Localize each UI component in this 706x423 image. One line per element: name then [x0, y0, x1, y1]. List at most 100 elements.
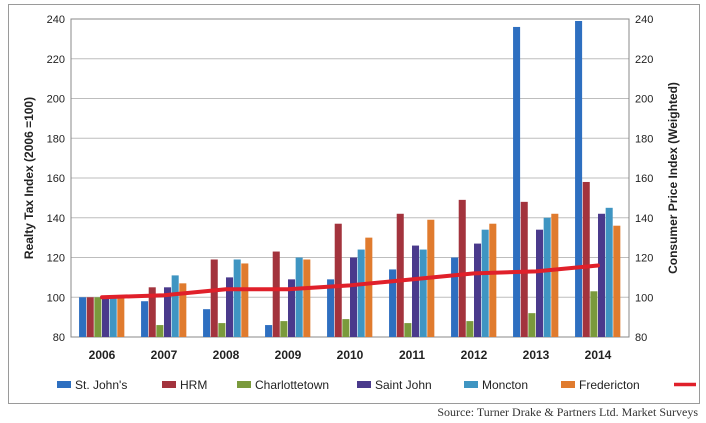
- y2-tick-label: 220: [635, 54, 653, 66]
- bar: [520, 201, 528, 337]
- bar: [334, 223, 342, 337]
- y2-tick-label: 160: [635, 173, 653, 185]
- y-tick-label: 140: [47, 213, 65, 225]
- bar: [396, 213, 404, 337]
- bar: [451, 257, 459, 337]
- y-axis-label: Realty Tax Index (2006 =100): [22, 97, 36, 259]
- bar: [513, 26, 521, 337]
- bar: [210, 259, 218, 337]
- y-tick-label: 240: [47, 14, 65, 26]
- legend: St. John's HRM Charlottetown Saint John Monc…: [57, 378, 696, 392]
- y-tick-label: 220: [47, 54, 65, 66]
- legend-item: Moncton: [464, 378, 528, 392]
- chart-frame: 80 100 120 140 160 180 200 220 240 80 100 120 140 16…: [8, 4, 700, 404]
- legend-swatch: [357, 381, 371, 388]
- legend-item: HRM: [162, 378, 207, 392]
- bar: [156, 325, 164, 337]
- bar: [288, 279, 296, 337]
- source-note: Source: Turner Drake & Partners Ltd. Mar…: [437, 405, 698, 419]
- legend-swatch: [57, 381, 71, 388]
- legend-label: Fredericton: [579, 378, 640, 392]
- bar: [226, 277, 234, 338]
- y-tick-label: 100: [47, 292, 65, 304]
- bar: [117, 297, 125, 337]
- x-tick-label: 2012: [461, 348, 488, 362]
- bar: [404, 323, 412, 337]
- x-tick-label: 2011: [399, 348, 425, 362]
- y-tick-label: 180: [47, 133, 65, 145]
- bar: [551, 213, 559, 337]
- bar: [481, 229, 489, 337]
- y-tick-label: 200: [47, 94, 65, 106]
- x-axis-ticks: 2006 2007 2008 2009 2010 2011 2012 2013 2014: [89, 348, 612, 362]
- bar: [474, 243, 482, 337]
- bar: [342, 319, 350, 337]
- bar: [466, 321, 474, 337]
- bar: [327, 279, 335, 337]
- bar: [79, 297, 87, 337]
- cpi-line-group: [100, 263, 600, 300]
- bar: [203, 309, 211, 337]
- bar: [141, 301, 149, 337]
- bar: [179, 283, 187, 337]
- y2-tick-label: 200: [635, 94, 653, 106]
- left-axis-ticks: 80 100 120 140 160 180 200 220 240: [47, 14, 65, 344]
- bar: [102, 297, 110, 337]
- bar: [536, 229, 544, 337]
- y2-tick-label: 100: [635, 292, 653, 304]
- x-tick-label: 2009: [275, 348, 302, 362]
- bar: [389, 269, 397, 337]
- x-tick-label: 2013: [523, 348, 550, 362]
- bar: [295, 257, 303, 337]
- bar: [613, 225, 621, 337]
- bar: [280, 321, 288, 337]
- bar: [598, 213, 606, 337]
- bar: [94, 297, 102, 337]
- bar: [86, 297, 94, 337]
- y2-tick-label: 240: [635, 14, 653, 26]
- right-axis-ticks: 80 100 120 140 160 180 200 220 240: [635, 14, 653, 344]
- bar: [109, 297, 117, 337]
- bar: [590, 291, 598, 337]
- y2-tick-label: 180: [635, 133, 653, 145]
- bar: [303, 259, 311, 337]
- bar: [233, 259, 241, 337]
- bar: [148, 287, 156, 337]
- bar: [350, 257, 358, 337]
- y-tick-label: 120: [47, 253, 65, 265]
- legend-label: Moncton: [482, 378, 528, 392]
- bar: [458, 199, 466, 337]
- legend-item: St. John's: [57, 378, 127, 392]
- bar: [272, 251, 280, 337]
- bar: [365, 237, 373, 338]
- x-tick-label: 2008: [213, 348, 240, 362]
- x-tick-label: 2007: [151, 348, 178, 362]
- y2-tick-label: 80: [635, 332, 647, 344]
- x-tick-label: 2006: [89, 348, 116, 362]
- bar: [575, 20, 583, 338]
- y-tick-label: 80: [53, 332, 65, 344]
- legend-item: Saint John: [357, 378, 432, 392]
- bar: [265, 325, 273, 337]
- x-tick-label: 2010: [337, 348, 364, 362]
- legend-item: Fredericton: [561, 378, 640, 392]
- bar: [241, 263, 249, 337]
- legend-label: Saint John: [375, 378, 432, 392]
- bars: [79, 20, 621, 338]
- bar: [419, 249, 427, 337]
- bar: [218, 323, 226, 337]
- y2-axis-label: Consumer Price Index (Weighted): [666, 82, 680, 274]
- bar: [528, 313, 536, 337]
- bar: [164, 287, 172, 337]
- legend-label: HRM: [180, 378, 207, 392]
- bar: [582, 181, 590, 337]
- bar: [357, 249, 365, 337]
- legend-swatch: [162, 381, 176, 388]
- chart-svg: 80 100 120 140 160 180 200 220 240 80 100 120 140 16…: [22, 14, 696, 392]
- y2-tick-label: 120: [635, 253, 653, 265]
- bar: [605, 207, 613, 337]
- bar: [543, 217, 551, 337]
- legend-swatch: [561, 381, 575, 388]
- legend-swatch: [464, 381, 478, 388]
- legend-item: CPI: [674, 382, 696, 387]
